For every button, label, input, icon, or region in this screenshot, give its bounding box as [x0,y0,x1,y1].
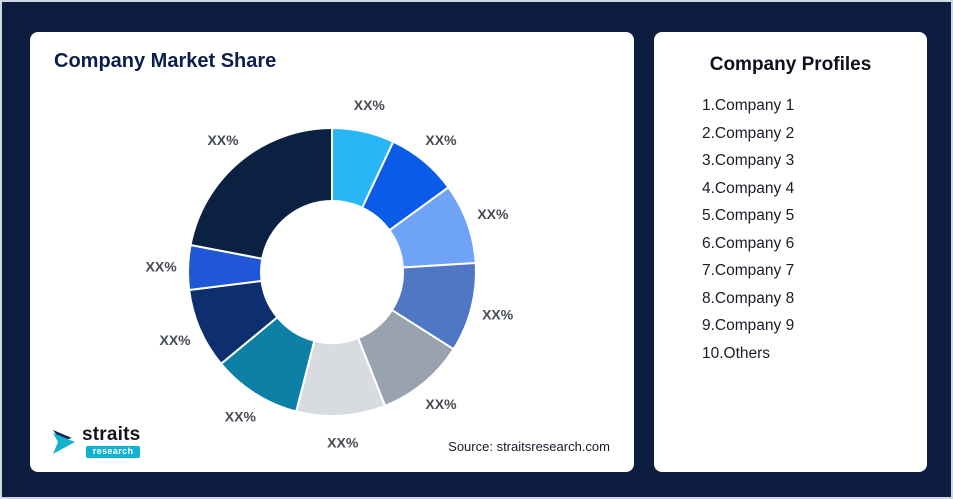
segment-label: XX% [425,396,457,412]
segment-label: XX% [354,97,386,113]
segment-label: XX% [146,259,178,275]
market-share-card: Company Market Share XX% XX% XX% XX% XX% XX% X… [30,32,634,472]
company-profiles-card: Company Profiles 1.Company 1 2.Company 2 3… [654,32,927,472]
list-item: 10.Others [702,344,771,362]
list-item: 8.Company 8 [702,289,795,307]
chart-title: Company Market Share [54,50,277,72]
straits-research-logo: straits research [52,424,141,458]
logo-text: straits research [82,424,141,458]
list-item: 3.Company 3 [702,152,795,169]
segment-label: XX% [482,307,514,323]
list-item: 5.Company 5 [702,207,795,224]
list-item: 1.Company 1 [702,97,795,114]
segment-label: XX% [477,206,509,222]
segment-label: XX% [207,132,239,148]
segment-label: XX% [225,408,257,424]
segment-label: XX% [160,332,192,348]
segment-label: XX% [327,435,359,451]
list-item: 6.Company 6 [702,234,795,252]
logo-subtitle: research [85,446,141,458]
donut-segment [189,127,333,260]
list-item: 4.Company 4 [702,179,795,197]
segment-label: XX% [425,132,457,148]
list-item: 9.Company 9 [702,317,795,334]
company-list: 1.Company 1 2.Company 2 3.Company 3 4.Compa… [654,92,927,367]
donut-chart: XX% XX% XX% XX% XX% XX% XX% XX% XX% XX% [146,97,514,451]
list-item: 7.Company 7 [702,262,795,279]
logo-icon [53,429,75,454]
profiles-title: Company Profiles [709,54,872,75]
source-text: Source: straitsresearch.com [448,439,610,454]
logo-brand: straits [82,424,141,445]
list-item: 2.Company 2 [702,124,795,142]
